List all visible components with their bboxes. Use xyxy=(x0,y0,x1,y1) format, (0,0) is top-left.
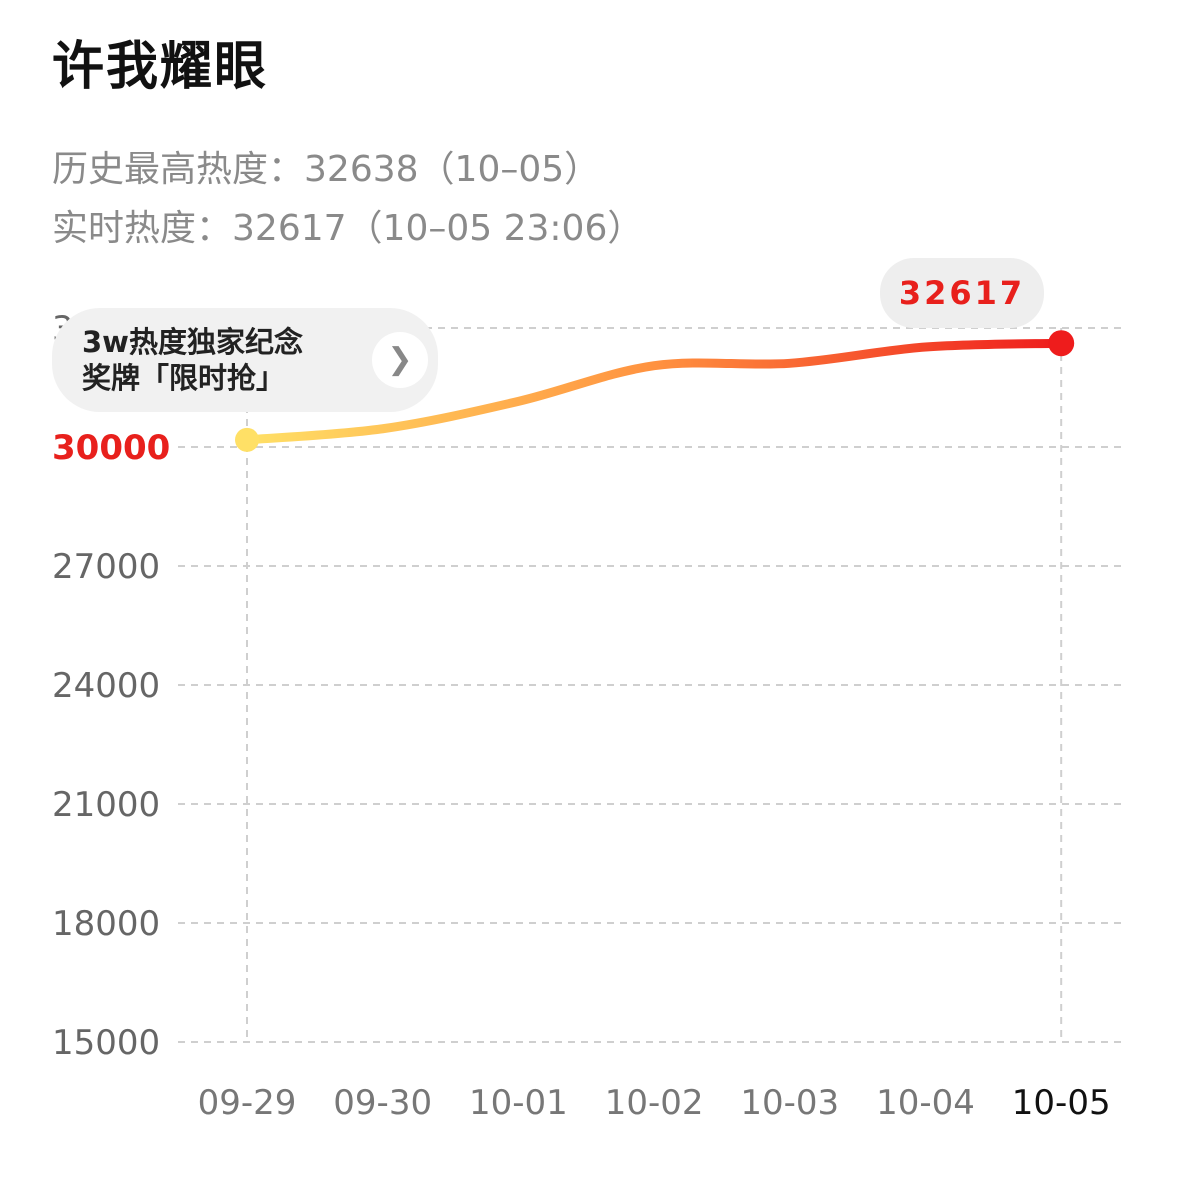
current-heat-stat: 实时热度：32617（10–05 23:06） xyxy=(52,199,643,251)
max-heat-date: （10–05） xyxy=(418,149,601,190)
current-heat-time: （10–05 23:06） xyxy=(346,208,644,249)
start-point xyxy=(235,427,259,452)
x-tick-label: 09-29 xyxy=(198,1083,297,1123)
y-tick-label: 27000 xyxy=(52,547,160,587)
y-tick-label: 24000 xyxy=(52,666,160,706)
x-tick-label: 10-03 xyxy=(740,1083,839,1123)
x-axis-ticks: 09-29 09-30 10-01 10-02 10-03 10-04 10-05 xyxy=(198,1083,1111,1123)
page-title: 许我耀眼 xyxy=(52,37,269,97)
chevron-right-icon[interactable]: ❯ xyxy=(372,332,428,388)
promo-line-2: 奖牌「限时抢」 xyxy=(82,361,286,395)
y-tick-label: 21000 xyxy=(52,785,160,825)
y-tick-label: 18000 xyxy=(52,904,160,944)
current-heat-value: 32617 xyxy=(232,208,347,249)
promo-text: 3w热度独家纪念 奖牌「限时抢」 xyxy=(82,324,367,396)
y-axis-ticks: 33000300002700024000210001800015000 xyxy=(52,309,170,1063)
max-heat-stat: 历史最高热度：32638（10–05） xyxy=(52,140,600,192)
x-tick-label: 10-04 xyxy=(876,1083,975,1123)
x-tick-label: 10-02 xyxy=(605,1083,704,1123)
y-tick-label: 15000 xyxy=(52,1023,160,1063)
current-heat-label: 实时热度： xyxy=(52,208,233,249)
x-tick-label: 10-01 xyxy=(469,1083,568,1123)
y-tick-label: 30000 xyxy=(52,428,170,468)
x-tick-label: 09-30 xyxy=(333,1083,432,1123)
end-point[interactable] xyxy=(1048,330,1075,357)
current-value-badge: 32617 xyxy=(880,258,1044,328)
promo-banner[interactable]: 3w热度独家纪念 奖牌「限时抢」 ❯ xyxy=(52,308,438,412)
max-heat-label: 历史最高热度： xyxy=(52,149,305,190)
max-heat-value: 32638 xyxy=(304,149,419,190)
x-tick-label: 10-05 xyxy=(1012,1083,1111,1123)
vertical-gridlines xyxy=(246,328,1063,1042)
series-line xyxy=(242,338,1066,445)
promo-line-1: 3w热度独家纪念 xyxy=(82,325,303,359)
